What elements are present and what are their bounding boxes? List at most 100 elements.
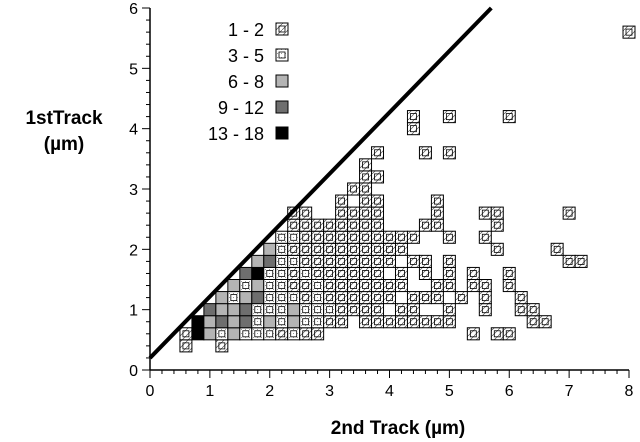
cell-box — [287, 315, 301, 329]
heatmap-cell — [478, 303, 492, 317]
heatmap-cell — [299, 218, 313, 232]
cell-inner-box — [398, 233, 405, 241]
cell-inner-box — [302, 209, 310, 217]
cell-inner-box — [350, 257, 357, 265]
cell-box — [478, 291, 492, 305]
cell-box — [371, 218, 385, 232]
heatmap-cell — [347, 206, 361, 220]
cell-inner-box — [445, 149, 453, 157]
heatmap-cell — [335, 230, 349, 244]
heatmap-cell — [347, 303, 361, 317]
cell-box — [430, 279, 444, 293]
heatmap-cell — [299, 315, 313, 329]
legend-item: 3 - 5 — [228, 46, 289, 66]
cell-inner-box — [362, 161, 369, 169]
heatmap-cell — [311, 279, 325, 293]
cell-inner-box — [362, 318, 369, 326]
heatmap-cell — [299, 279, 313, 293]
heatmap-cell — [299, 230, 313, 244]
cell-inner-box — [338, 318, 345, 326]
cell-inner-box — [445, 270, 453, 277]
heatmap-cell — [275, 315, 289, 329]
heatmap-cell — [215, 339, 229, 353]
cell-box — [335, 266, 349, 280]
cell-box — [239, 327, 253, 341]
cell-box — [359, 266, 373, 280]
heatmap-cell — [323, 279, 337, 293]
cell-box — [275, 303, 289, 317]
cell-inner-box — [398, 282, 405, 289]
heatmap-cell — [454, 291, 468, 305]
cell-inner-box — [350, 185, 357, 193]
cell-box — [383, 242, 396, 256]
heatmap-cell — [323, 218, 337, 232]
cell-inner-box — [242, 330, 250, 338]
heatmap-cell — [418, 266, 432, 280]
cell-inner-box — [314, 306, 322, 314]
cell-box — [299, 254, 313, 268]
cell-inner-box — [242, 282, 250, 289]
heatmap-cell — [251, 315, 265, 329]
cell-box — [239, 303, 253, 317]
cell-box — [347, 242, 361, 256]
cell-box — [371, 146, 385, 160]
cell-inner-box — [326, 306, 334, 314]
heatmap-cell — [371, 230, 385, 244]
heatmap-cell — [311, 315, 325, 329]
cell-box — [263, 242, 277, 256]
cell-box — [287, 230, 301, 244]
cell-box — [406, 254, 420, 268]
cell-inner-box — [278, 270, 286, 277]
heatmap-cell — [215, 315, 229, 329]
heatmap-cell — [239, 315, 253, 329]
heatmap-cell — [251, 303, 265, 317]
cell-inner-box — [434, 282, 441, 289]
cell-inner-box — [374, 318, 381, 326]
axis-ticks: 0 1 2 3 4 5 6 7 8 0 1 2 3 4 5 6 — [129, 1, 633, 400]
cell-inner-box — [410, 125, 417, 133]
cell-box — [251, 303, 265, 317]
heatmap-cell — [371, 194, 385, 208]
cell-inner-box — [290, 270, 298, 277]
cell-inner-box — [362, 197, 369, 205]
cell-box — [442, 254, 456, 268]
cell-inner-box — [410, 306, 417, 314]
heatmap-cell — [323, 315, 337, 329]
heatmap-cell — [287, 327, 301, 341]
cell-box — [311, 291, 325, 305]
heatmap-cell — [478, 230, 492, 244]
heatmap-cell — [335, 266, 349, 280]
cell-inner-box — [434, 294, 441, 302]
heatmap-cell — [335, 303, 349, 317]
cell-box — [275, 279, 289, 293]
heatmap-cell — [406, 291, 420, 305]
cell-box — [430, 206, 444, 220]
cell-inner-box — [350, 233, 357, 241]
cell-inner-box — [505, 113, 513, 121]
cell-inner-box — [517, 306, 525, 314]
cell-box — [347, 254, 361, 268]
cell-box — [275, 266, 289, 280]
cell-box — [203, 315, 217, 329]
legend-label: 1 - 2 — [228, 20, 264, 40]
cell-box — [359, 194, 373, 208]
cell-box — [311, 254, 325, 268]
legend-item: 6 - 8 — [228, 72, 289, 92]
cell-box — [406, 122, 420, 136]
cell-box — [371, 206, 385, 220]
cell-box — [251, 315, 265, 329]
heatmap-cell — [394, 303, 408, 317]
cell-inner-box — [338, 257, 345, 265]
cell-inner-box — [350, 221, 357, 229]
heatmap-cell — [466, 279, 480, 293]
cell-box — [406, 291, 420, 305]
cell-inner-box — [290, 257, 298, 265]
cell-box — [454, 291, 468, 305]
cell-box — [275, 100, 289, 114]
heatmap-cell — [191, 315, 205, 329]
heatmap-cell — [311, 218, 325, 232]
cell-inner-box — [541, 318, 549, 326]
y-tick-label: 2 — [129, 242, 138, 259]
cell-box — [394, 266, 408, 280]
cell-box — [323, 291, 337, 305]
